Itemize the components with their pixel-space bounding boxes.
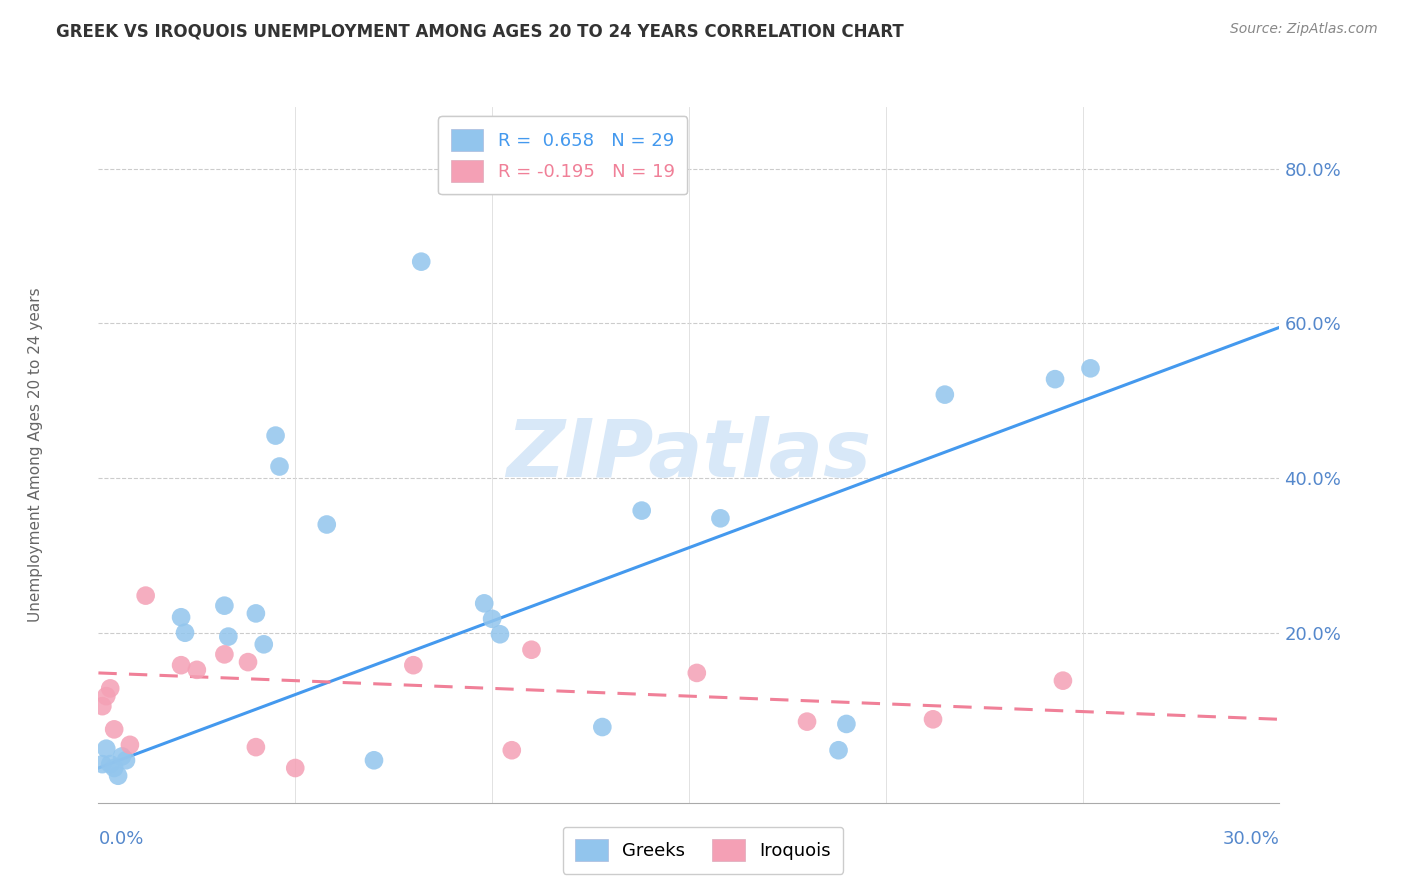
Point xyxy=(91,699,114,714)
Point xyxy=(186,663,208,677)
Point xyxy=(922,712,945,726)
Point xyxy=(315,517,337,532)
Point xyxy=(796,714,818,729)
Text: GREEK VS IROQUOIS UNEMPLOYMENT AMONG AGES 20 TO 24 YEARS CORRELATION CHART: GREEK VS IROQUOIS UNEMPLOYMENT AMONG AGE… xyxy=(56,22,904,40)
Point xyxy=(489,627,512,641)
Point xyxy=(245,607,267,621)
Text: Unemployment Among Ages 20 to 24 years: Unemployment Among Ages 20 to 24 years xyxy=(28,287,42,623)
Point xyxy=(472,596,495,610)
Point xyxy=(934,387,956,401)
Point xyxy=(686,665,709,680)
Point xyxy=(1052,673,1074,688)
Text: 0.0%: 0.0% xyxy=(98,830,143,847)
Point xyxy=(174,625,197,640)
Point xyxy=(135,589,157,603)
Text: Source: ZipAtlas.com: Source: ZipAtlas.com xyxy=(1230,22,1378,37)
Point xyxy=(98,757,121,772)
Point xyxy=(264,428,287,442)
Point xyxy=(630,503,652,517)
Point xyxy=(103,761,125,775)
Point xyxy=(96,741,118,756)
Point xyxy=(411,254,433,268)
Point xyxy=(402,658,425,673)
Point xyxy=(98,681,121,696)
Point xyxy=(284,761,307,775)
Point xyxy=(253,637,276,651)
Point xyxy=(835,717,858,731)
Point xyxy=(236,655,259,669)
Point xyxy=(709,511,731,525)
Point xyxy=(170,610,193,624)
Point xyxy=(1080,361,1102,376)
Point xyxy=(269,459,291,474)
Point xyxy=(214,599,236,613)
Text: ZIPatlas: ZIPatlas xyxy=(506,416,872,494)
Point xyxy=(96,689,118,703)
Point xyxy=(217,630,239,644)
Text: 30.0%: 30.0% xyxy=(1223,830,1279,847)
Legend: Greeks, Iroquois: Greeks, Iroquois xyxy=(562,827,844,874)
Point xyxy=(111,749,134,764)
Point xyxy=(520,642,543,657)
Point xyxy=(214,648,236,662)
Point xyxy=(118,738,141,752)
Point xyxy=(91,757,114,772)
Point xyxy=(170,658,193,673)
Point xyxy=(481,612,503,626)
Point xyxy=(591,720,613,734)
Point xyxy=(501,743,523,757)
Point xyxy=(363,753,385,767)
Legend: R =  0.658   N = 29, R = -0.195   N = 19: R = 0.658 N = 29, R = -0.195 N = 19 xyxy=(439,116,688,194)
Point xyxy=(103,723,125,737)
Point xyxy=(827,743,849,757)
Point xyxy=(115,753,138,767)
Point xyxy=(245,740,267,755)
Point xyxy=(1043,372,1066,386)
Point xyxy=(107,769,129,783)
